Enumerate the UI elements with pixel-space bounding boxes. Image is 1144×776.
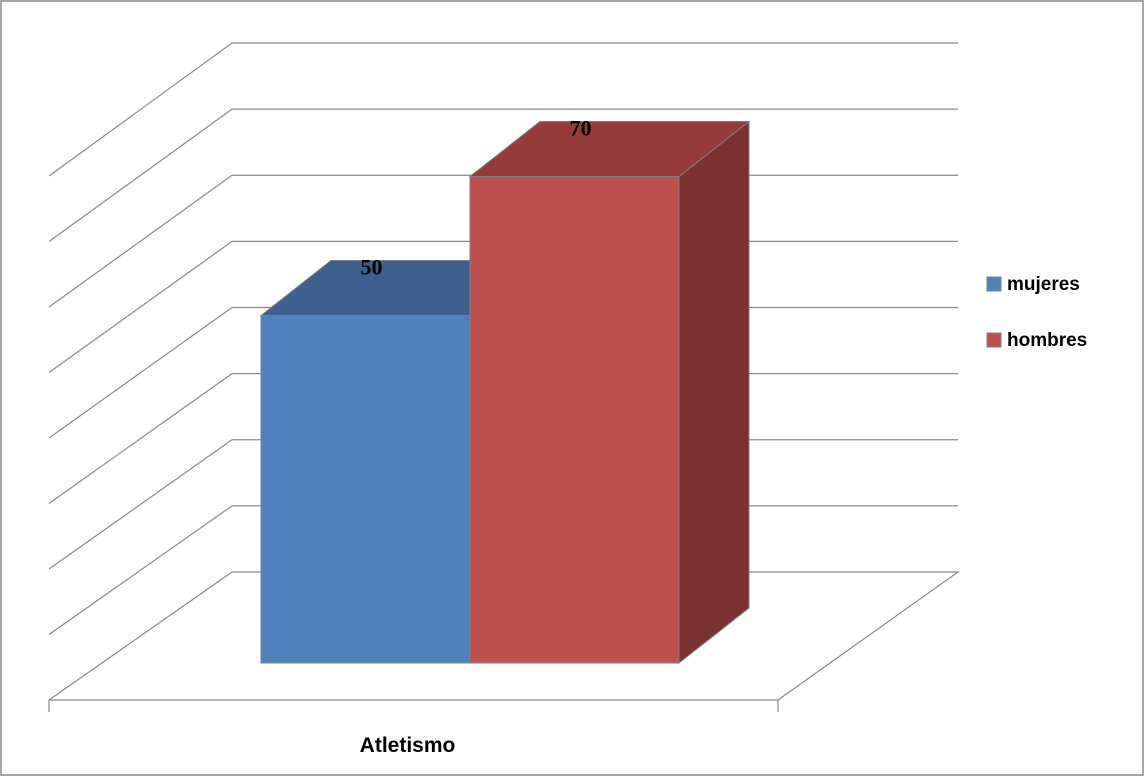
floor — [48, 571, 960, 701]
bar-hombres — [469, 176, 680, 664]
gridline-side — [48, 108, 233, 242]
bar-side-hombres — [678, 120, 750, 665]
legend-swatch-mujeres — [986, 276, 1002, 292]
x-tick-label: Atletismo — [360, 734, 456, 757]
bar-mujeres — [260, 315, 471, 664]
legend-label-hombres: hombres — [1007, 330, 1087, 351]
data-label-hombres: 70 — [570, 116, 592, 141]
legend-label-mujeres: mujeres — [1007, 274, 1080, 295]
gridline-side — [48, 439, 233, 570]
gridline-side — [48, 373, 233, 504]
gridline-side — [48, 505, 233, 635]
gridline-side — [48, 42, 233, 177]
gridline-side — [48, 174, 233, 308]
legend-swatch-hombres — [986, 332, 1002, 348]
gridline-side — [48, 240, 233, 373]
data-label-mujeres: 50 — [361, 255, 383, 280]
x-axis: Atletismo — [48, 700, 779, 757]
legend: mujeres hombres — [986, 274, 1087, 351]
bars-layer — [259, 120, 751, 665]
labels-layer: 50 70 — [361, 116, 592, 280]
gridline-side — [48, 307, 233, 439]
